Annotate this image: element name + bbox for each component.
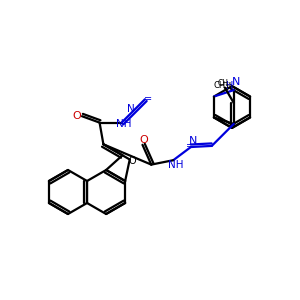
Text: O: O	[139, 135, 148, 145]
Text: CH₃: CH₃	[213, 81, 229, 90]
Text: N: N	[128, 104, 135, 114]
Text: NH: NH	[167, 160, 183, 170]
Text: =: =	[186, 141, 194, 151]
Text: NH: NH	[116, 118, 131, 129]
Text: CH₃: CH₃	[218, 79, 232, 88]
Text: H: H	[226, 81, 233, 91]
Text: N: N	[189, 136, 197, 146]
Text: O: O	[73, 111, 81, 121]
Text: =: =	[144, 94, 152, 104]
Text: O: O	[129, 157, 136, 166]
Text: N: N	[232, 77, 240, 87]
